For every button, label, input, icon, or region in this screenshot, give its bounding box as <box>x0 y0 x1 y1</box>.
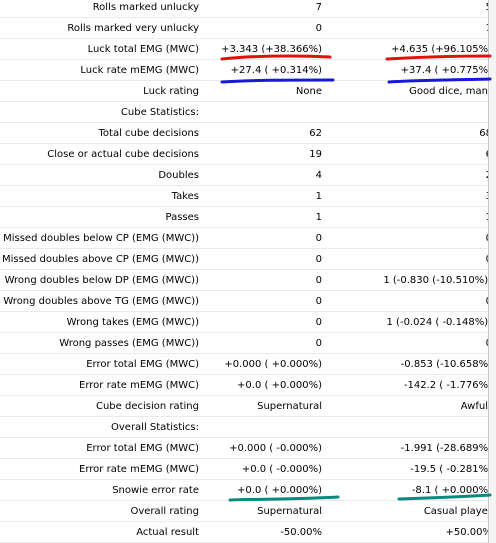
player1-value: None <box>295 86 322 97</box>
section-header: Cube Statistics: <box>120 107 199 118</box>
player1-value: +0.0 ( +0.000%) <box>237 380 322 391</box>
row-label: Wrong takes (EMG (MWC)) <box>66 317 199 328</box>
table-row: Passes11 <box>0 207 496 228</box>
player1-value: +3.343 (+38.366%) <box>221 44 322 55</box>
row-label: Error rate mEMG (MWC) <box>79 464 199 475</box>
row-label: Rolls marked very unlucky <box>67 23 199 34</box>
player2-value: 1 (-0.024 ( -0.148%)) <box>386 317 492 328</box>
section-header-row: Overall Statistics: <box>0 417 496 438</box>
player1-value: +0.0 ( +0.000%) <box>237 485 322 496</box>
table-row: Wrong doubles above TG (EMG (MWC))00 <box>0 291 496 312</box>
table-row: Cube decision rating Supernatural Awful! <box>0 396 496 417</box>
row-label: Total cube decisions <box>98 128 199 139</box>
player1-value: +27.4 ( +0.314%) <box>230 65 322 76</box>
table-row: Error total EMG (MWC) +0.000 ( +0.000%) -0… <box>0 354 496 375</box>
section-header: Overall Statistics: <box>111 422 199 433</box>
table-row: Rolls marked very unlucky01 <box>0 18 496 39</box>
table-row: Missed doubles below CP (EMG (MWC))00 <box>0 228 496 249</box>
player1-value: Supernatural <box>257 401 322 412</box>
table-row: Luck rate mEMG (MWC) +27.4 ( +0.314%) +37.… <box>0 60 496 81</box>
row-label: Wrong doubles below DP (EMG (MWC)) <box>4 275 199 286</box>
table-row: Luck rating None Good dice, man! <box>0 81 496 102</box>
player1-value: 62 <box>309 128 322 139</box>
player1-value: 19 <box>309 149 322 160</box>
table-row: Error rate mEMG (MWC) +0.0 ( +0.000%) -142… <box>0 375 496 396</box>
row-label: Luck total EMG (MWC) <box>87 44 199 55</box>
row-label: Error total EMG (MWC) <box>86 359 199 370</box>
row-label: Wrong doubles above TG (EMG (MWC)) <box>3 296 199 307</box>
row-label: Overall rating <box>130 506 199 517</box>
row-label: Cube decision rating <box>95 401 199 412</box>
player1-value: +0.0 ( -0.000%) <box>241 464 322 475</box>
table-row: Rolls marked unlucky75 <box>0 0 496 18</box>
table-row: Missed doubles above CP (EMG (MWC))00 <box>0 249 496 270</box>
table-row: Actual result -50.00% +50.00% <box>0 522 496 543</box>
table-row: Error rate mEMG (MWC) +0.0 ( -0.000%) -19.… <box>0 459 496 480</box>
row-label: Snowie error rate <box>112 485 199 496</box>
player1-value: -50.00% <box>280 527 322 538</box>
player1-value: Supernatural <box>257 506 322 517</box>
table-row: Doubles42 <box>0 165 496 186</box>
table-row: Close or actual cube decisions196 <box>0 144 496 165</box>
table-row: Snowie error rate +0.0 ( +0.000%) -8.1 ( +… <box>0 480 496 501</box>
player2-value: Awful! <box>460 401 492 412</box>
row-label: Missed doubles below CP (EMG (MWC)) <box>3 233 199 244</box>
section-header-row: Cube Statistics: <box>0 102 496 123</box>
player1-value: +0.000 ( -0.000%) <box>229 443 322 454</box>
player2-value: +4.635 (+96.105%) <box>391 44 492 55</box>
row-label: Luck rate mEMG (MWC) <box>80 65 199 76</box>
player1-value: 0 <box>315 296 322 307</box>
player2-value: +50.00% <box>445 527 492 538</box>
row-label: Actual result <box>136 527 199 538</box>
row-label: Wrong passes (EMG (MWC)) <box>59 338 199 349</box>
row-label: Doubles <box>158 170 199 181</box>
player2-value: Good dice, man! <box>409 86 492 97</box>
player1-value: 0 <box>315 317 322 328</box>
table-row: Takes13 <box>0 186 496 207</box>
player1-value: 0 <box>315 275 322 286</box>
row-label: Close or actual cube decisions <box>47 149 199 160</box>
table-row: Luck total EMG (MWC) +3.343 (+38.366%) +4.… <box>0 39 496 60</box>
row-label: Error total EMG (MWC) <box>86 443 199 454</box>
row-label: Passes <box>165 212 200 223</box>
player1-value: 0 <box>315 233 322 244</box>
player1-value: 0 <box>315 338 322 349</box>
player1-value: 1 <box>315 191 322 202</box>
table-row: Wrong takes (EMG (MWC)) 0 1 (-0.024 ( -0.1… <box>0 312 496 333</box>
player1-value: +0.000 ( +0.000%) <box>224 359 322 370</box>
player1-value: 4 <box>315 170 322 181</box>
table-row: Total cube decisions 62 68 <box>0 123 496 144</box>
player1-value: 1 <box>315 212 322 223</box>
player2-value: Casual player <box>423 506 492 517</box>
table-row: Error total EMG (MWC) +0.000 ( -0.000%) -1… <box>0 438 496 459</box>
row-label: Rolls marked unlucky <box>92 2 199 13</box>
row-label: Missed doubles above CP (EMG (MWC)) <box>2 254 199 265</box>
player2-value: 68 <box>479 128 492 139</box>
table-row: Overall rating Supernatural Casual player <box>0 501 496 522</box>
player2-value: -142.2 ( -1.776%) <box>403 380 492 391</box>
table-row: Wrong passes (EMG (MWC))00 <box>0 333 496 354</box>
player2-value: -19.5 ( -0.281%) <box>410 464 492 475</box>
scrollbar-edge[interactable] <box>489 0 496 543</box>
column-divider <box>488 0 489 543</box>
player2-value: 1 (-0.830 (-10.510%)) <box>383 275 492 286</box>
player1-value: 0 <box>315 23 322 34</box>
row-label: Luck rating <box>143 86 199 97</box>
row-label: Error rate mEMG (MWC) <box>79 380 199 391</box>
player2-value: -8.1 ( +0.000%) <box>411 485 492 496</box>
table-row: Wrong doubles below DP (EMG (MWC)) 0 1 (-0… <box>0 270 496 291</box>
player2-value: +37.4 ( +0.775%) <box>400 65 492 76</box>
player2-value: -0.853 (-10.658%) <box>400 359 492 370</box>
player1-value: 7 <box>315 2 322 13</box>
row-label: Takes <box>171 191 199 202</box>
player1-value: 0 <box>315 254 322 265</box>
player2-value: -1.991 (-28.689%) <box>400 443 492 454</box>
